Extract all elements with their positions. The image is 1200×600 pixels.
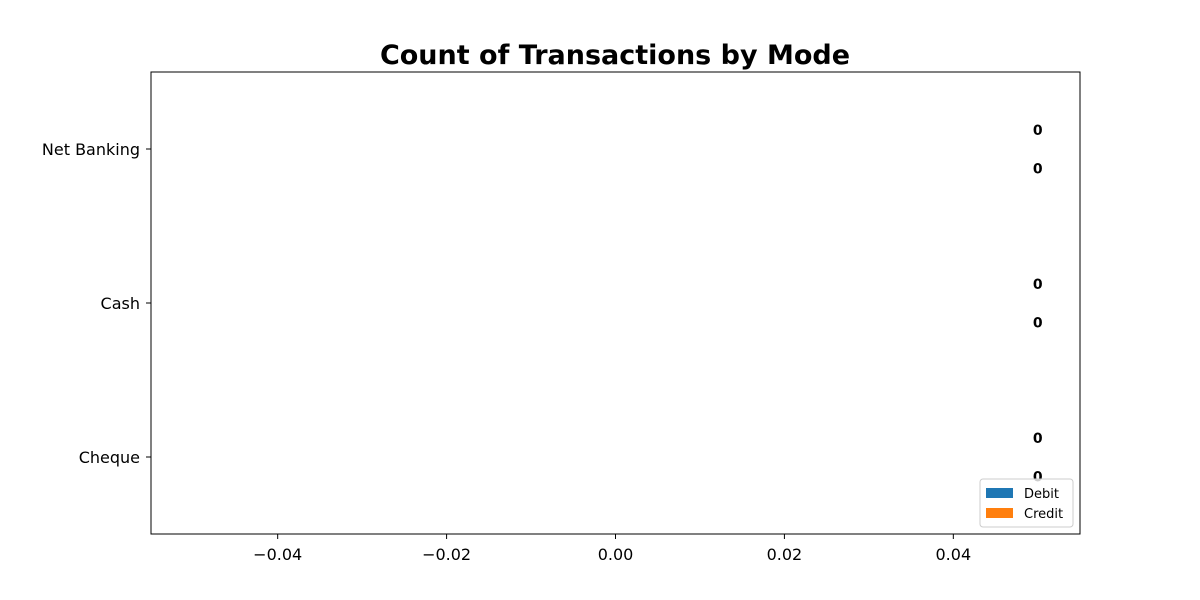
x-axis: −0.04 −0.02 0.00 0.02 0.04	[253, 534, 971, 564]
y-axis: Cheque Cash Net Banking	[42, 140, 151, 467]
data-labels-layer: 0 0 0 0 0 0	[1033, 123, 1043, 486]
legend-label: Credit	[1024, 507, 1063, 522]
data-label: 0	[1033, 431, 1043, 447]
data-label: 0	[1033, 315, 1043, 331]
x-tick-label: −0.02	[422, 545, 471, 564]
data-label: 0	[1033, 277, 1043, 293]
x-tick-label: −0.04	[253, 545, 302, 564]
y-tick-label: Net Banking	[42, 140, 140, 159]
chart-title: Count of Transactions by Mode	[380, 40, 850, 71]
plot-area-frame	[150, 71, 1081, 535]
y-tick-label: Cheque	[79, 448, 140, 467]
data-label: 0	[1033, 123, 1043, 139]
x-tick-label: 0.00	[598, 545, 634, 564]
legend-label: Debit	[1024, 487, 1059, 502]
data-label: 0	[1033, 469, 1043, 485]
y-tick-label: Cash	[101, 294, 140, 313]
legend-swatch	[986, 488, 1013, 498]
x-tick-label: 0.04	[936, 545, 972, 564]
legend: Debit Credit	[979, 478, 1074, 528]
data-label: 0	[1033, 161, 1043, 177]
legend-swatch	[986, 508, 1013, 518]
x-tick-label: 0.02	[767, 545, 803, 564]
